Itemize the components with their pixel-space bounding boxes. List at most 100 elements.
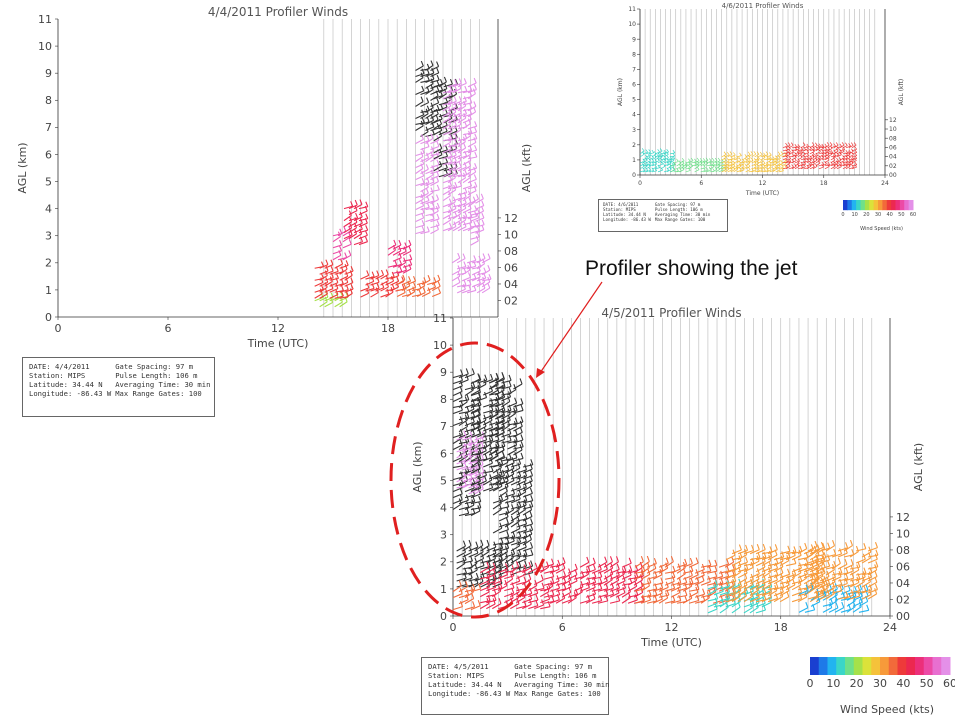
- wind-barb-feather: [689, 569, 693, 576]
- wind-barb: [763, 158, 769, 161]
- wind-barb-feather: [473, 77, 477, 84]
- wind-barb: [737, 595, 747, 603]
- wind-barb: [669, 152, 675, 155]
- wind-barb: [867, 547, 878, 552]
- y-tick-label: 11: [628, 6, 636, 13]
- wind-barb-feather: [841, 591, 845, 598]
- wind-barb-feather: [842, 161, 846, 165]
- chart-panel-apr5: 4/5/2011 Profiler Winds 0 1 2 3 4 5 6 7 8 9 10 11 00 0…: [410, 298, 960, 658]
- wind-barb: [785, 577, 795, 585]
- wind-barb-feather: [449, 78, 453, 85]
- wind-barb-feather: [766, 155, 769, 159]
- wind-barb-feather: [450, 133, 454, 140]
- wind-barb: [706, 591, 716, 598]
- wind-barb: [319, 270, 329, 275]
- wind-barb-feather: [775, 155, 778, 159]
- wind-barb: [773, 578, 784, 585]
- wind-barb: [420, 182, 430, 187]
- wind-barb: [794, 148, 800, 152]
- wind-barb: [725, 591, 736, 597]
- wind-barb-feather: [449, 205, 453, 211]
- wind-barb-feather: [535, 594, 539, 601]
- wind-barb: [803, 567, 814, 573]
- wind-barb-feather: [519, 426, 523, 433]
- wind-barb: [358, 206, 368, 210]
- wind-barb-feather: [463, 191, 467, 198]
- wind-barb: [420, 192, 429, 199]
- wind-barb-feather: [702, 595, 706, 601]
- wind-barb-feather: [823, 552, 827, 558]
- wind-barb: [645, 155, 651, 158]
- wind-barb: [785, 574, 796, 579]
- wind-barb-feather: [464, 85, 468, 92]
- wind-barb: [669, 155, 675, 158]
- wind-barb-feather: [359, 211, 363, 218]
- wind-barb: [438, 130, 448, 136]
- wind-barb: [442, 141, 452, 148]
- wind-barb-feather: [622, 586, 626, 593]
- wind-barb: [761, 560, 772, 567]
- wind-barb-feather: [666, 149, 669, 153]
- wind-barb: [739, 163, 745, 167]
- wind-barb: [813, 594, 824, 600]
- wind-barb: [329, 270, 339, 275]
- wind-barb-feather: [780, 555, 784, 562]
- wind-barb: [442, 131, 452, 136]
- wind-barb: [467, 277, 476, 282]
- wind-barb: [573, 591, 583, 598]
- wind-barb: [807, 546, 818, 552]
- wind-barb-feather: [519, 378, 523, 385]
- wind-barb-feather: [458, 102, 462, 108]
- wind-barb-feather: [345, 277, 349, 283]
- wind-barb-feather: [833, 143, 836, 147]
- wind-barb-feather: [476, 220, 480, 226]
- wind-barb-feather: [677, 586, 681, 593]
- wind-barb: [833, 150, 839, 155]
- y2-tick-label: 00: [889, 172, 897, 179]
- wind-barb-feather: [436, 170, 440, 176]
- wind-barb-feather: [821, 145, 824, 149]
- wind-barb-feather: [774, 584, 778, 591]
- wind-barb-feather: [435, 224, 439, 230]
- wind-barb: [839, 144, 845, 149]
- wind-barb: [415, 122, 425, 126]
- wind-barb-feather: [778, 158, 781, 162]
- wind-barb: [800, 154, 806, 158]
- wind-barb: [830, 155, 836, 158]
- wind-barb: [851, 152, 857, 155]
- wind-barb: [766, 163, 772, 167]
- wind-barb: [836, 166, 842, 170]
- wind-barb: [749, 578, 760, 585]
- wind-barb: [462, 185, 472, 190]
- wind-barb: [800, 160, 806, 164]
- wind-barb: [339, 275, 348, 281]
- wind-barb: [462, 222, 472, 226]
- wind-barb-feather: [865, 584, 869, 590]
- wind-barb: [825, 554, 836, 558]
- wind-barb-feather: [848, 158, 852, 162]
- wind-barb: [452, 106, 462, 112]
- info-date: DATE: 4/6/2011: [603, 202, 639, 207]
- y2-tick-label: 06: [504, 261, 518, 274]
- wind-barb: [786, 563, 797, 567]
- wind-barb-feather: [821, 143, 825, 148]
- wind-barb: [825, 593, 835, 600]
- info-longitude: Longitude: -86.43 W: [603, 217, 651, 222]
- wind-barb: [700, 581, 711, 586]
- colorbar-swatch: [880, 657, 890, 675]
- wind-barb: [339, 301, 348, 308]
- x-tick-label: 24: [881, 180, 889, 187]
- wind-barb-feather: [324, 296, 328, 303]
- wind-barb: [773, 591, 784, 597]
- wind-barb: [791, 591, 802, 597]
- wind-barb: [663, 157, 669, 161]
- wind-barb: [442, 111, 451, 118]
- wind-barb: [755, 595, 766, 602]
- wind-barb: [457, 226, 467, 232]
- wind-barb: [819, 582, 830, 588]
- wind-barb-feather: [832, 539, 836, 546]
- wind-barb-feather: [474, 126, 478, 133]
- wind-barb-feather: [425, 188, 429, 194]
- wind-barb-feather: [672, 571, 676, 578]
- wind-barb: [358, 234, 368, 240]
